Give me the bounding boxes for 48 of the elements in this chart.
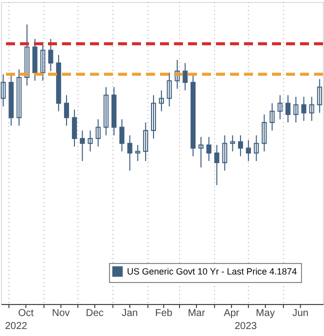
candlestick (88, 130, 93, 152)
candlestick (135, 144, 140, 162)
text: 2023 (234, 321, 258, 332)
candlestick (158, 90, 164, 112)
candlestick (293, 96, 298, 123)
candlestick (48, 38, 54, 72)
x-tick-label: May (256, 308, 275, 319)
candlestick (72, 109, 77, 148)
candlestick (119, 118, 124, 152)
candlestick (182, 62, 188, 91)
candlestick (40, 42, 46, 82)
x-tick-label: Jun (292, 308, 308, 319)
candlestick (317, 78, 322, 114)
candlestick (24, 24, 30, 86)
legend-label: US Generic Govt 10 Yr - Last Price 4.1874 (127, 266, 297, 276)
candlestick (127, 134, 132, 172)
candlestick (254, 134, 259, 162)
candlestick (206, 136, 212, 162)
x-tick-label: Nov (52, 308, 70, 319)
candlestick (104, 86, 109, 136)
candlestick (262, 114, 267, 152)
candlestick (0, 74, 6, 107)
candlestick (64, 94, 70, 126)
candlestick (151, 94, 156, 140)
x-tick-label: Dec (86, 308, 104, 319)
candlestick (96, 118, 101, 148)
candlestick (285, 94, 290, 123)
candlestick (246, 140, 251, 162)
candlestick (230, 134, 236, 152)
candlestick (214, 144, 220, 186)
x-tick-label: Jan (122, 308, 138, 319)
candlestick (16, 68, 22, 126)
candlestick (301, 96, 306, 122)
candlestick (80, 130, 85, 162)
candlestick (198, 136, 204, 168)
candlestick (238, 134, 244, 157)
candlestick (143, 122, 148, 162)
candlestick (222, 134, 228, 172)
x-tick-label: Oct (18, 308, 34, 319)
text: 2022 (5, 321, 28, 332)
candlestick (166, 72, 172, 107)
candlestick (174, 59, 180, 90)
x-tick-label: Apr (224, 308, 240, 319)
x-tick-label: Feb (155, 308, 173, 319)
candlestick (270, 102, 275, 132)
x-tick-label: Mar (188, 308, 206, 319)
candlestick (309, 96, 314, 122)
candlestick (278, 94, 283, 120)
